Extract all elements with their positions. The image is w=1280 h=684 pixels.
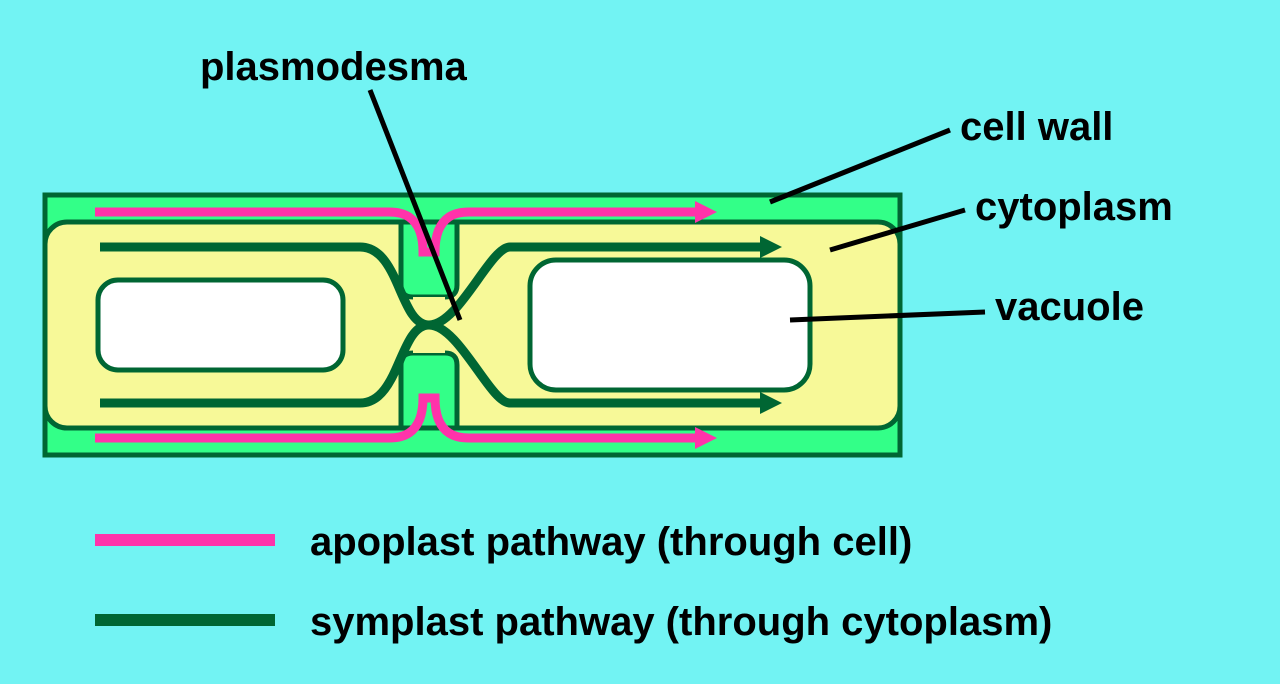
legend-symplast-label: symplast pathway (through cytoplasm) bbox=[310, 600, 1052, 644]
legend-apoplast-label: apoplast pathway (through cell) bbox=[310, 520, 912, 564]
label-vacuole: vacuole bbox=[995, 285, 1144, 329]
vacuole-left bbox=[98, 280, 343, 370]
vacuole-right bbox=[530, 260, 810, 390]
label-cell-wall: cell wall bbox=[960, 105, 1113, 149]
label-plasmodesma: plasmodesma bbox=[200, 45, 468, 89]
label-cytoplasm: cytoplasm bbox=[975, 185, 1173, 229]
